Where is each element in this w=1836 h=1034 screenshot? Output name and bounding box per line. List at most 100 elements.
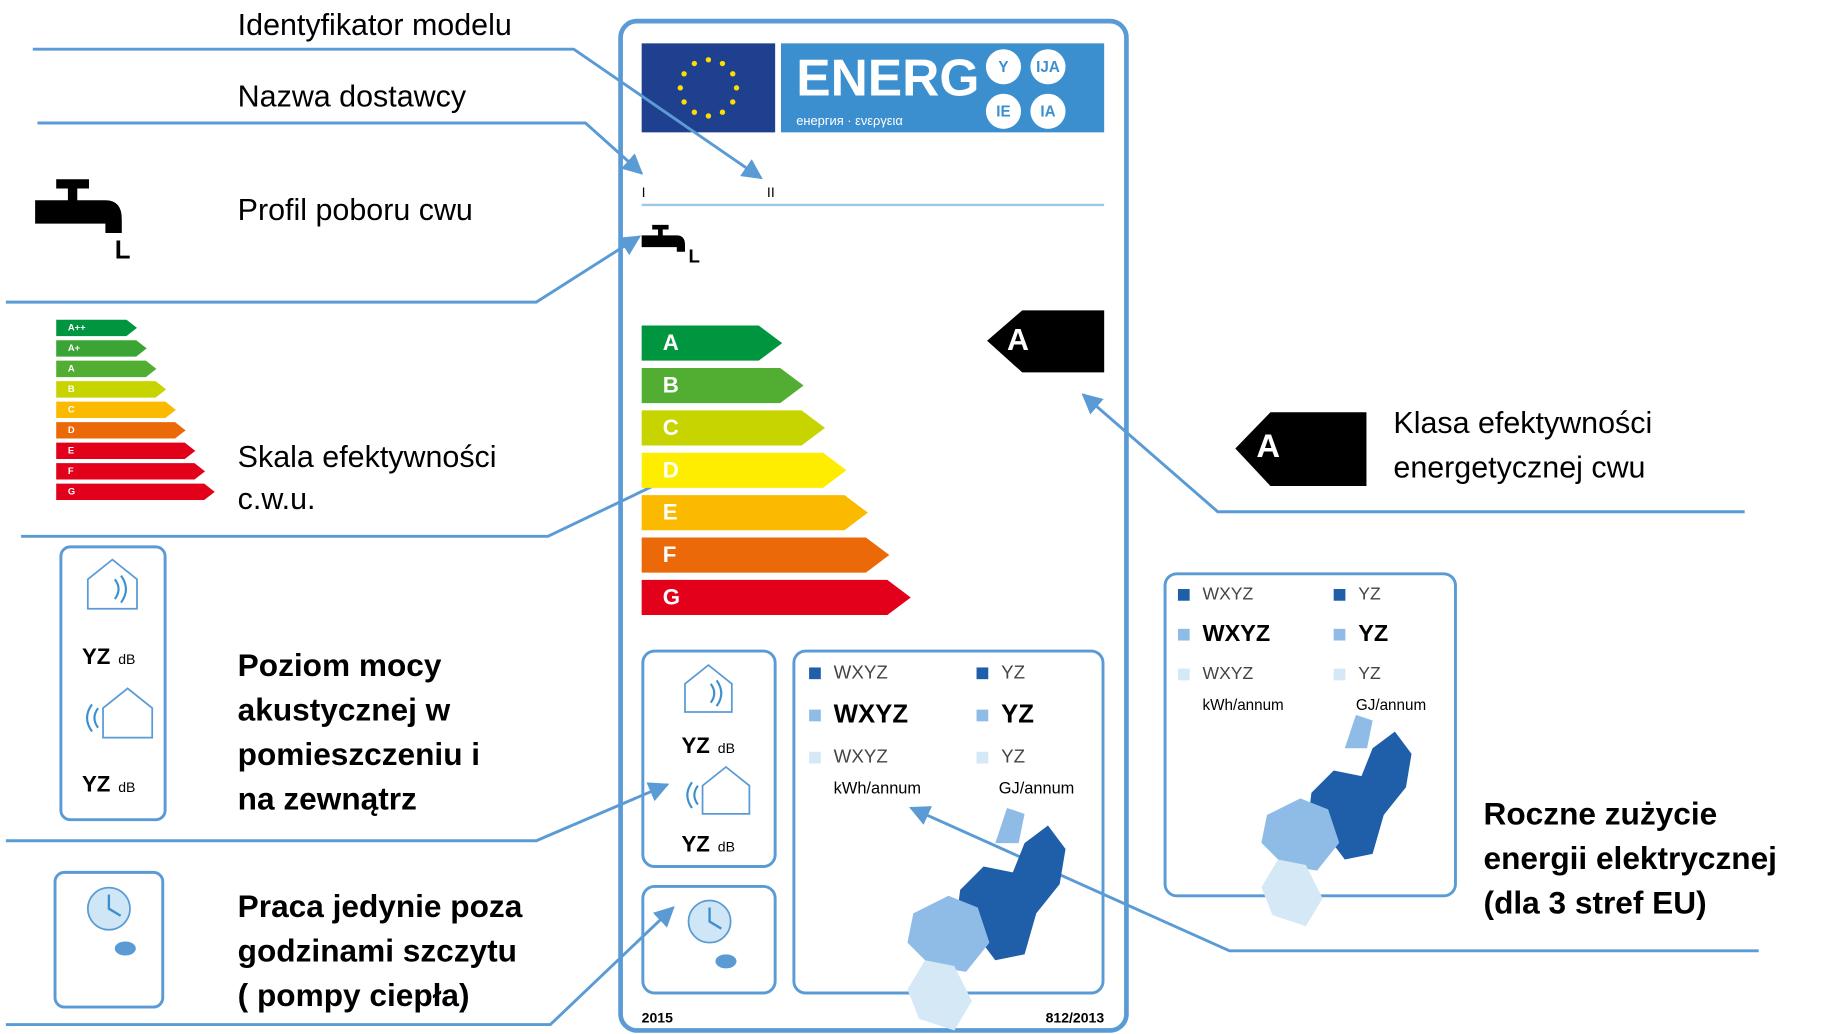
map-region xyxy=(907,895,990,972)
house-icon xyxy=(86,558,138,610)
class-bar xyxy=(641,410,826,446)
clock-hands xyxy=(708,907,722,930)
class-bar xyxy=(641,367,804,404)
callout-text: Profil poboru cwu xyxy=(238,193,473,227)
scale-bar xyxy=(56,381,167,398)
consumption-unit: GJ/annum xyxy=(999,780,1075,798)
callout-text: pomieszczeniu i xyxy=(238,736,480,772)
leader-line xyxy=(909,806,1759,953)
scale-letter: B xyxy=(68,384,75,394)
callout-text: akustycznej w xyxy=(238,691,451,727)
class-letter: D xyxy=(663,457,679,482)
map-region xyxy=(1261,798,1340,871)
scale-bar xyxy=(56,319,137,337)
scale-bar xyxy=(56,483,215,501)
consumption-unit: kWh/annum xyxy=(1203,697,1284,714)
clock-hands xyxy=(107,894,122,917)
class-letter: B xyxy=(663,373,679,398)
legend-square xyxy=(1177,628,1190,641)
consumption-value: WXYZ xyxy=(1203,663,1254,683)
class-bar xyxy=(641,452,847,488)
profile-letter: L xyxy=(689,246,700,267)
scale-letter: A++ xyxy=(68,322,86,332)
scale-bar xyxy=(56,442,196,460)
map-region xyxy=(995,807,1025,844)
class-bar xyxy=(641,325,783,361)
map-region xyxy=(1344,714,1373,749)
noise-unit: dB xyxy=(718,740,735,756)
sound-waves xyxy=(709,679,723,707)
class-letter: G xyxy=(663,584,680,609)
coin-icon xyxy=(114,941,136,956)
callout-text: Poziom mocy xyxy=(238,647,442,683)
consumption-value: YZ xyxy=(1001,746,1025,767)
consumption-value: YZ xyxy=(1358,584,1381,604)
sound-waves xyxy=(114,574,127,604)
noise-value: YZ xyxy=(82,644,110,669)
scale-bar xyxy=(56,360,157,378)
consumption-unit: kWh/annum xyxy=(834,780,921,798)
star xyxy=(677,85,683,91)
class-letter: C xyxy=(663,415,679,440)
callout-text: godzinami szczytu xyxy=(238,933,517,969)
house-icon xyxy=(684,663,733,713)
legend-square xyxy=(809,751,821,764)
legend-square xyxy=(976,709,989,722)
house-icon xyxy=(102,687,154,739)
leader-line xyxy=(1081,393,1745,514)
eu-flag xyxy=(641,43,776,133)
leader-line xyxy=(5,235,642,304)
consumption-value: WXYZ xyxy=(834,661,888,682)
scale-letter: F xyxy=(68,466,74,476)
legend-square xyxy=(976,667,989,680)
language-code: IE xyxy=(996,103,1010,120)
model-mark: II xyxy=(767,184,775,200)
class-letter: E xyxy=(663,500,678,525)
star xyxy=(730,99,736,105)
class-letter: F xyxy=(663,542,677,567)
profile-letter: L xyxy=(115,237,131,265)
scale-bar xyxy=(56,401,176,419)
noise-unit: dB xyxy=(118,779,135,795)
class-value: A xyxy=(1007,323,1029,357)
leader-line xyxy=(32,47,763,180)
star xyxy=(705,113,712,119)
callout-text: energetycznej cwu xyxy=(1393,451,1645,485)
map-region xyxy=(907,960,972,1031)
class-value: A xyxy=(1256,427,1280,464)
star xyxy=(730,71,736,77)
scale-letter: E xyxy=(68,445,74,455)
scale-letter: D xyxy=(68,425,75,435)
leader-line xyxy=(21,469,687,538)
noise-value: YZ xyxy=(681,831,709,856)
sound-waves xyxy=(86,703,99,733)
star xyxy=(681,99,687,105)
scale-letter: A+ xyxy=(68,343,81,353)
star xyxy=(691,109,698,115)
language-code: IJA xyxy=(1036,59,1060,76)
star xyxy=(719,60,726,67)
callout-text: Nazwa dostawcy xyxy=(238,79,467,113)
callout-text: Klasa efektywności xyxy=(1393,406,1652,440)
class-arrow xyxy=(1235,412,1367,486)
legend-square xyxy=(1177,589,1190,601)
class-bar xyxy=(641,579,911,616)
legend-square xyxy=(1333,628,1346,641)
class-letter: A xyxy=(663,330,679,355)
legend-square xyxy=(976,751,989,764)
label-frame xyxy=(618,18,1129,1033)
tap-icon xyxy=(35,179,122,234)
legend-square xyxy=(1333,668,1346,681)
callout-text: c.w.u. xyxy=(238,482,316,516)
star xyxy=(691,60,698,67)
scale-letter: G xyxy=(68,486,75,496)
class-arrow xyxy=(987,310,1105,373)
offpeak-icon-box xyxy=(53,870,165,1009)
callout-text: ( pompy ciepła) xyxy=(238,977,470,1013)
consumption-value: YZ xyxy=(1001,700,1034,728)
leader-line xyxy=(5,906,675,1027)
consumption-value: WXYZ xyxy=(834,746,888,767)
energy-subtitle: енергия · ενεργεια xyxy=(796,113,903,128)
